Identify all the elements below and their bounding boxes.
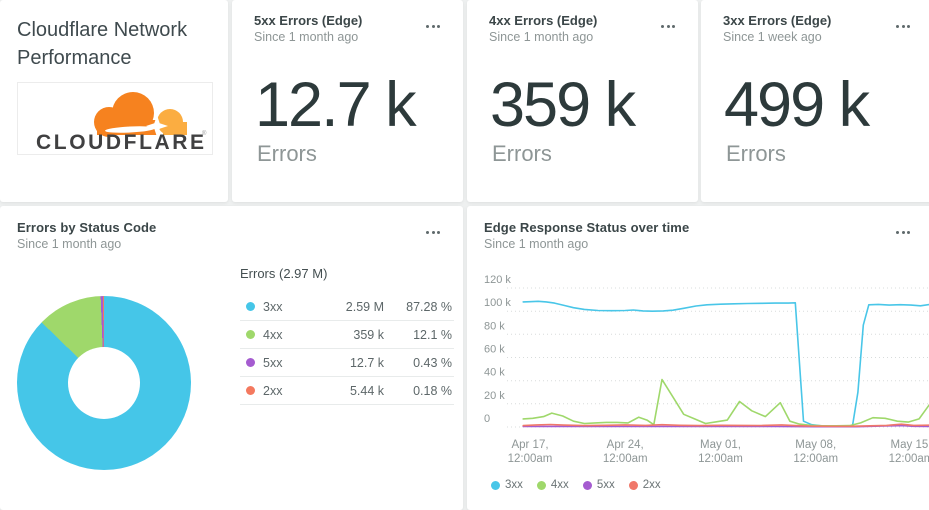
- kpi-subtitle: Since 1 week ago: [723, 30, 822, 44]
- kpi-title: 4xx Errors (Edge): [489, 13, 598, 28]
- card-menu-button[interactable]: [423, 22, 443, 31]
- page-title: Cloudflare Network Performance: [17, 19, 188, 69]
- legend-label: 4xx: [550, 479, 569, 491]
- legend-item-5xx[interactable]: 5xx: [582, 479, 615, 491]
- kpi-unit: Errors: [726, 141, 786, 166]
- line-chart[interactable]: 0 20 k 40 k 60 k 80 k 100 k 120 k Apr 17, 12:00a…: [467, 206, 929, 510]
- kpi-subtitle: Since 1 month ago: [254, 30, 359, 44]
- y-axis-label: 20 k: [484, 390, 505, 402]
- kpi-card-4xx: 4xx Errors (Edge) Since 1 month ago 359 …: [467, 0, 698, 202]
- status-color-dot: [246, 358, 255, 367]
- legend-item-3xx[interactable]: 3xx: [491, 479, 523, 491]
- status-table-row[interactable]: 4xx 359 k 12.1 %: [240, 321, 454, 349]
- status-value: 5.44 k: [349, 383, 384, 398]
- status-percent: 0.18 %: [413, 383, 452, 398]
- legend-item-2xx[interactable]: 2xx: [628, 479, 661, 491]
- status-label: 4xx: [263, 327, 283, 342]
- x-axis-label: Apr 24, 12:00am: [603, 439, 648, 465]
- card-title: Errors by Status Code: [17, 220, 157, 235]
- cloud-icon: [94, 92, 187, 137]
- y-axis-label: 100 k: [484, 297, 511, 309]
- kpi-card-5xx: 5xx Errors (Edge) Since 1 month ago 12.7…: [232, 0, 463, 202]
- status-value: 12.7 k: [349, 355, 384, 370]
- status-value: 2.59 M: [345, 299, 384, 314]
- status-color-dot: [246, 330, 255, 339]
- cloudflare-logo-graphic: CLOUDFLARE ®: [36, 92, 207, 154]
- edge-response-card: Edge Response Status over time Since 1 m…: [467, 206, 929, 510]
- x-axis-label: Apr 17, 12:00am: [508, 439, 553, 465]
- kpi-unit: Errors: [257, 141, 317, 166]
- flare-swoosh: [105, 126, 155, 133]
- legend-label: 3xx: [505, 479, 523, 491]
- x-axis-label: May 01, 12:00am: [698, 439, 743, 465]
- status-table-row[interactable]: 2xx 5.44 k 0.18 %: [240, 377, 454, 405]
- kpi-value: 359 k: [490, 70, 636, 140]
- y-axis-label: 0: [484, 413, 490, 425]
- card-menu-button[interactable]: [893, 22, 913, 31]
- legend-dot: [582, 480, 592, 490]
- cloudflare-logo: CLOUDFLARE ®: [17, 82, 213, 155]
- series-line-3xx: [522, 300, 929, 428]
- card-subtitle: Since 1 month ago: [484, 237, 589, 251]
- status-color-dot: [246, 302, 255, 311]
- kpi-title: 5xx Errors (Edge): [254, 13, 363, 28]
- kpi-title: 3xx Errors (Edge): [723, 13, 832, 28]
- x-axis-label: May 08, 12:00am: [793, 439, 838, 465]
- errors-by-status-card: Errors by Status Code Since 1 month ago …: [0, 206, 463, 510]
- donut-chart[interactable]: [17, 296, 191, 470]
- card-subtitle: Since 1 month ago: [17, 237, 122, 251]
- card-title: Edge Response Status over time: [484, 220, 690, 235]
- logo-wordmark: CLOUDFLARE: [36, 131, 207, 154]
- card-menu-button[interactable]: [658, 22, 678, 31]
- kpi-value: 499 k: [724, 70, 870, 140]
- registered-mark: ®: [202, 130, 207, 137]
- status-percent: 87.28 %: [406, 299, 452, 314]
- series-line-4xx: [522, 378, 929, 427]
- status-percent: 0.43 %: [413, 355, 452, 370]
- kpi-value: 12.7 k: [255, 70, 417, 140]
- donut-hole: [68, 347, 140, 419]
- status-label: 3xx: [263, 299, 283, 314]
- dashboard-title-card: Cloudflare Network Performance CLOUDFLAR…: [0, 0, 228, 202]
- legend-label: 2xx: [642, 479, 661, 491]
- series-line-2xx: [522, 423, 929, 428]
- status-table-row[interactable]: 3xx 2.59 M 87.28 %: [240, 293, 454, 321]
- kpi-subtitle: Since 1 month ago: [489, 30, 594, 44]
- kpi-card-3xx: 3xx Errors (Edge) Since 1 week ago 499 k…: [701, 0, 929, 202]
- y-axis-label: 60 k: [484, 344, 505, 356]
- chart-legend: 3xx 4xx 5xx 2xx: [491, 479, 661, 491]
- y-axis-label: 80 k: [484, 320, 505, 332]
- table-title: Errors (2.97 M): [240, 266, 328, 281]
- flare-star-icon: [146, 115, 168, 137]
- legend-item-4xx[interactable]: 4xx: [536, 479, 569, 491]
- legend-dot: [536, 480, 546, 490]
- status-label: 2xx: [263, 383, 283, 398]
- status-label: 5xx: [263, 355, 283, 370]
- x-axis-label: May 15, 12:00am: [889, 439, 929, 465]
- status-percent: 12.1 %: [413, 327, 452, 342]
- y-axis-label: 120 k: [484, 274, 511, 286]
- y-axis-label: 40 k: [484, 367, 505, 379]
- card-menu-button[interactable]: [893, 228, 913, 237]
- legend-dot: [628, 480, 638, 490]
- legend-label: 5xx: [596, 479, 615, 491]
- status-code-table: Errors (2.97 M) 3xx 2.59 M 87.28 % 4xx 359 k…: [240, 266, 454, 405]
- kpi-unit: Errors: [492, 141, 552, 166]
- status-value: 359 k: [353, 327, 384, 342]
- card-menu-button[interactable]: [423, 228, 443, 237]
- status-table-row[interactable]: 5xx 12.7 k 0.43 %: [240, 349, 454, 377]
- status-color-dot: [246, 386, 255, 395]
- legend-dot: [491, 480, 500, 490]
